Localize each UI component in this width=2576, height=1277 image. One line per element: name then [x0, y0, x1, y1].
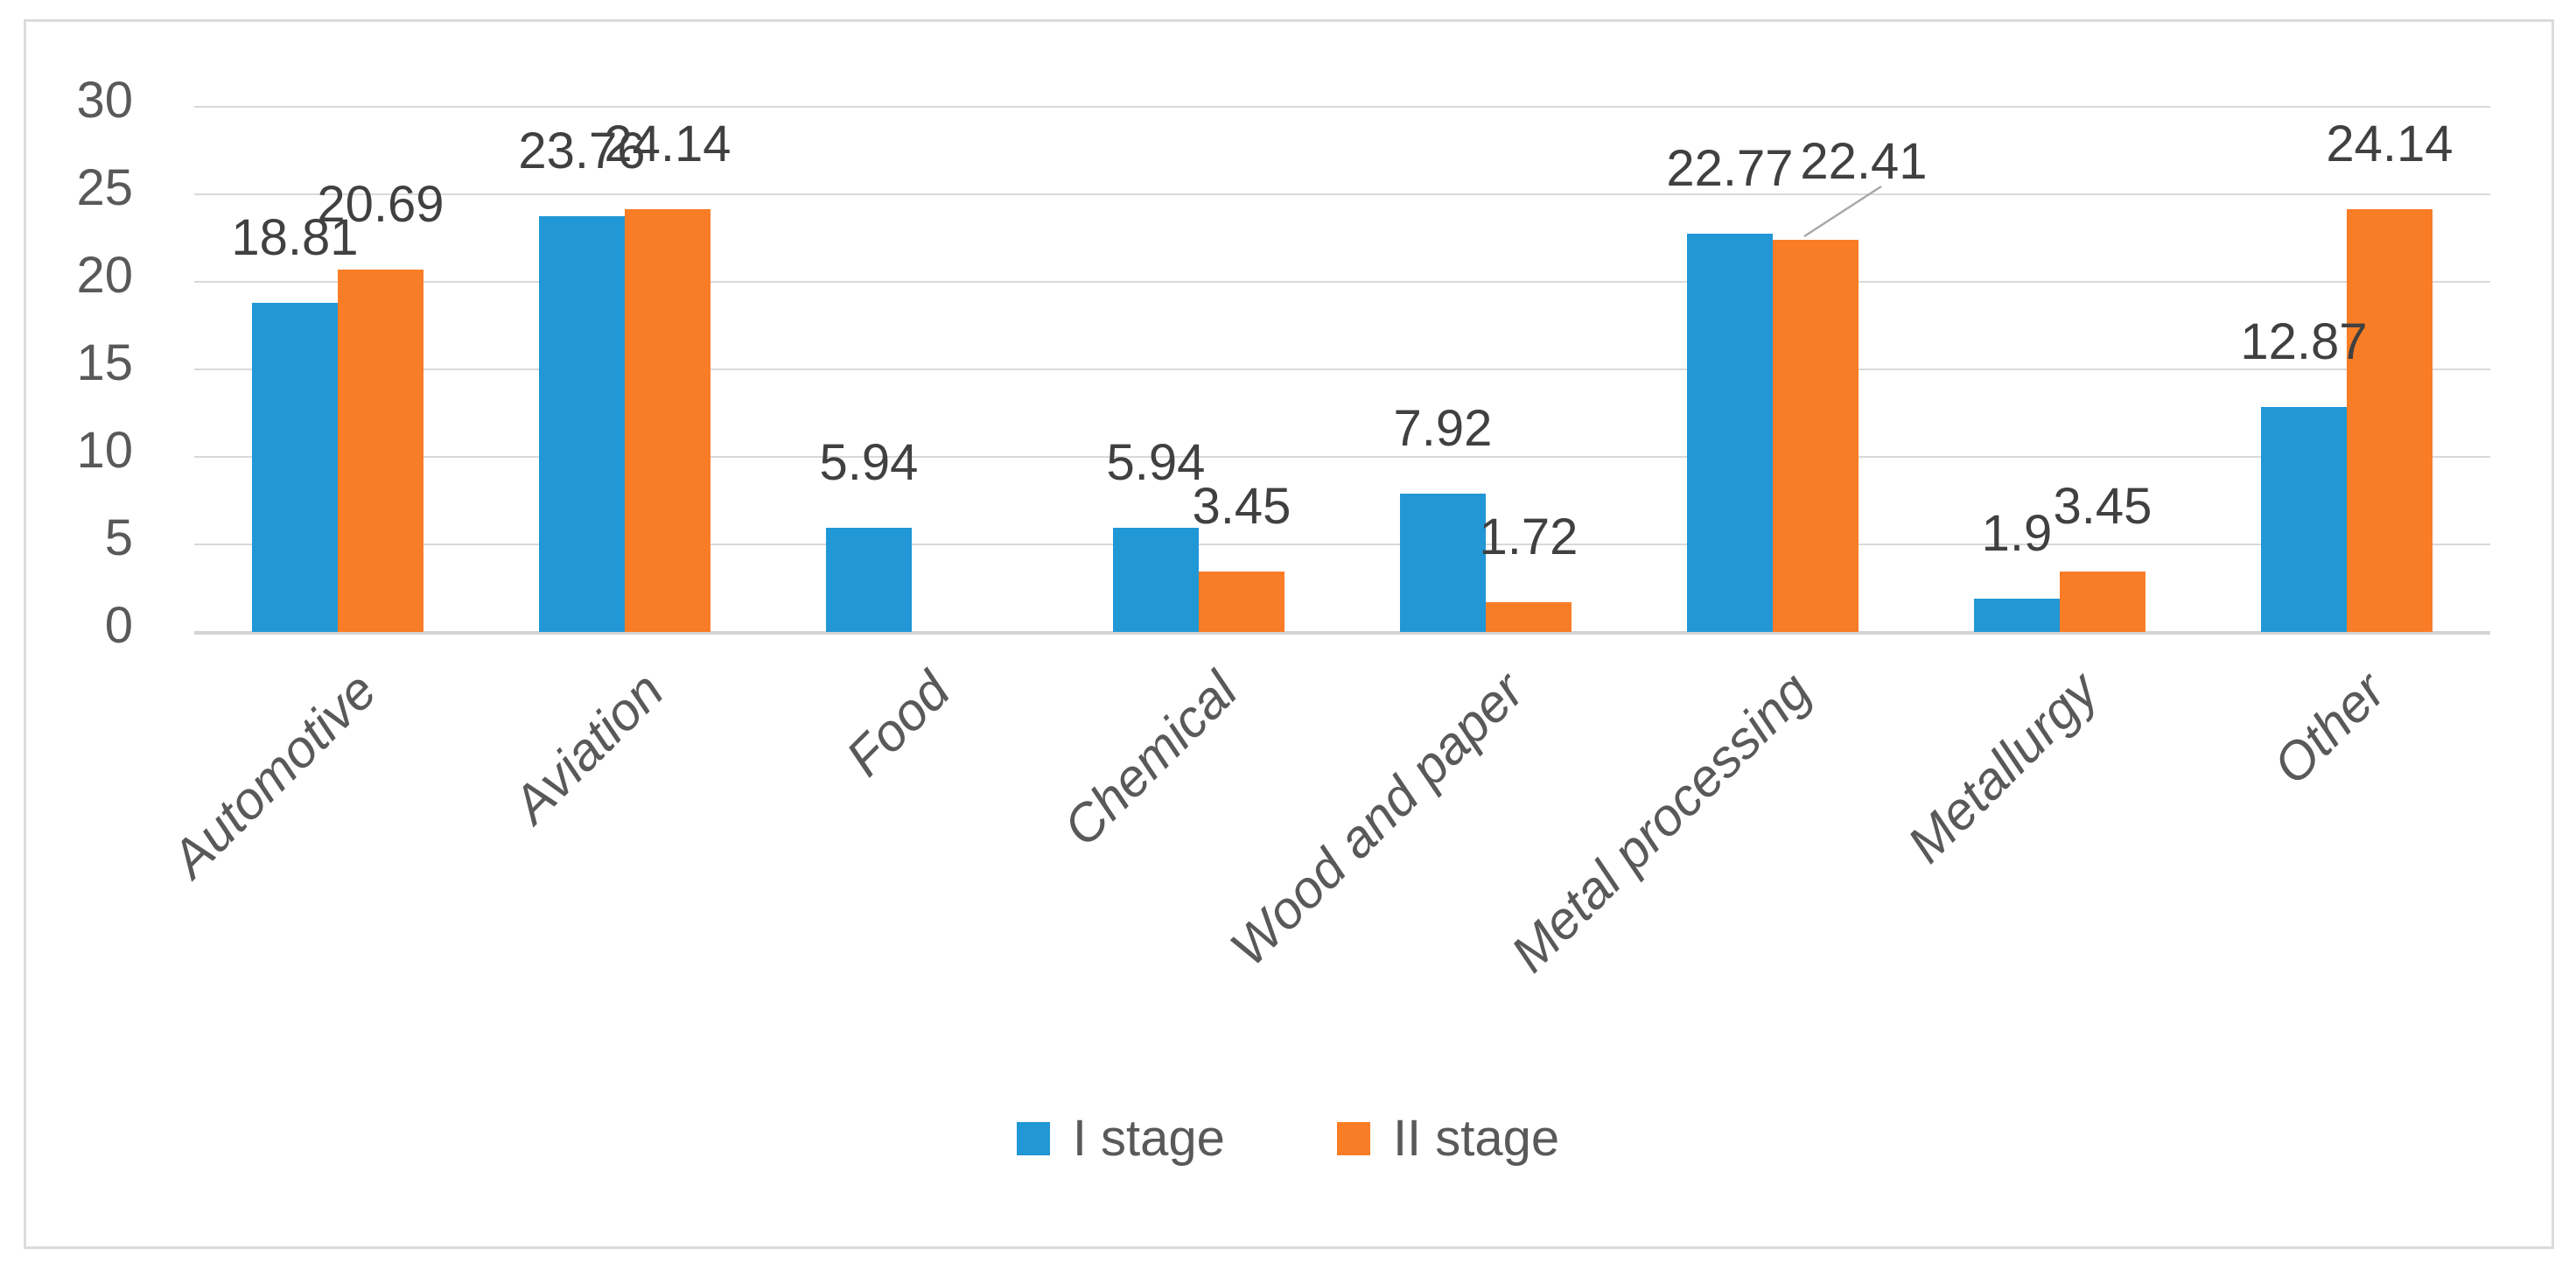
data-label-i-stage-metallurgy: 1.9: [1981, 505, 2053, 562]
bar-i-stage-food: [826, 528, 912, 632]
gridline-30: [194, 106, 2490, 108]
gridline-15: [194, 368, 2490, 370]
legend-swatch-ii-stage: [1336, 1122, 1370, 1155]
data-label-i-stage-chemical: 5.94: [1106, 434, 1206, 491]
gridline-20: [194, 281, 2490, 283]
bar-i-stage-chemical: [1113, 528, 1199, 632]
legend-label-i-stage: I stage: [1072, 1110, 1225, 1167]
y-tick-label-30: 30: [76, 72, 133, 129]
bar-i-stage-aviation: [539, 216, 625, 632]
bar-ii-stage-automotive: [338, 270, 424, 632]
bar-ii-stage-chemical: [1199, 572, 1284, 632]
legend-item-ii-stage: II stage: [1336, 1110, 1560, 1167]
legend-label-ii-stage: II stage: [1392, 1110, 1560, 1167]
bar-ii-stage-metallurgy: [2060, 572, 2146, 632]
bar-ii-stage-wood-and-paper: [1486, 602, 1572, 632]
data-label-ii-stage-metal-processing: 22.41: [1800, 133, 1928, 190]
y-tick-label-0: 0: [104, 597, 133, 654]
data-label-ii-stage-automotive: 20.69: [317, 176, 444, 233]
chart-legend: I stage II stage: [0, 1113, 2576, 1164]
bar-i-stage-other: [2261, 407, 2347, 632]
y-tick-label-10: 10: [76, 422, 133, 479]
legend-swatch-i-stage: [1016, 1122, 1050, 1155]
data-label-ii-stage-metallurgy: 3.45: [2053, 478, 2152, 535]
data-label-i-stage-food: 5.94: [819, 434, 919, 491]
data-label-ii-stage-other: 24.14: [2326, 116, 2454, 172]
bar-ii-stage-aviation: [625, 209, 710, 632]
y-tick-label-25: 25: [76, 159, 133, 216]
data-label-ii-stage-wood-and-paper: 1.72: [1479, 509, 1578, 565]
data-label-i-stage-other: 12.87: [2240, 313, 2368, 370]
data-label-i-stage-wood-and-paper: 7.92: [1393, 400, 1493, 457]
y-tick-label-5: 5: [104, 509, 133, 566]
legend-item-i-stage: I stage: [1016, 1110, 1225, 1167]
y-tick-label-20: 20: [76, 247, 133, 304]
gridline-25: [194, 193, 2490, 195]
gridline-0: [194, 631, 2490, 635]
bar-i-stage-automotive: [252, 303, 338, 632]
data-label-i-stage-metal-processing: 22.77: [1666, 140, 1794, 197]
data-label-i-stage-aviation: 23.76: [518, 123, 646, 179]
gridline-10: [194, 456, 2490, 458]
bar-ii-stage-metal-processing: [1773, 240, 1858, 632]
bar-i-stage-wood-and-paper: [1400, 494, 1486, 632]
bar-i-stage-metallurgy: [1974, 599, 2060, 632]
y-tick-label-15: 15: [76, 334, 133, 391]
bar-i-stage-metal-processing: [1687, 234, 1773, 632]
data-label-i-stage-automotive: 18.81: [231, 209, 359, 266]
data-label-ii-stage-chemical: 3.45: [1192, 478, 1292, 535]
bar-ii-stage-other: [2347, 209, 2432, 632]
gridline-5: [194, 544, 2490, 545]
data-label-ii-stage-aviation: 24.14: [604, 116, 732, 172]
